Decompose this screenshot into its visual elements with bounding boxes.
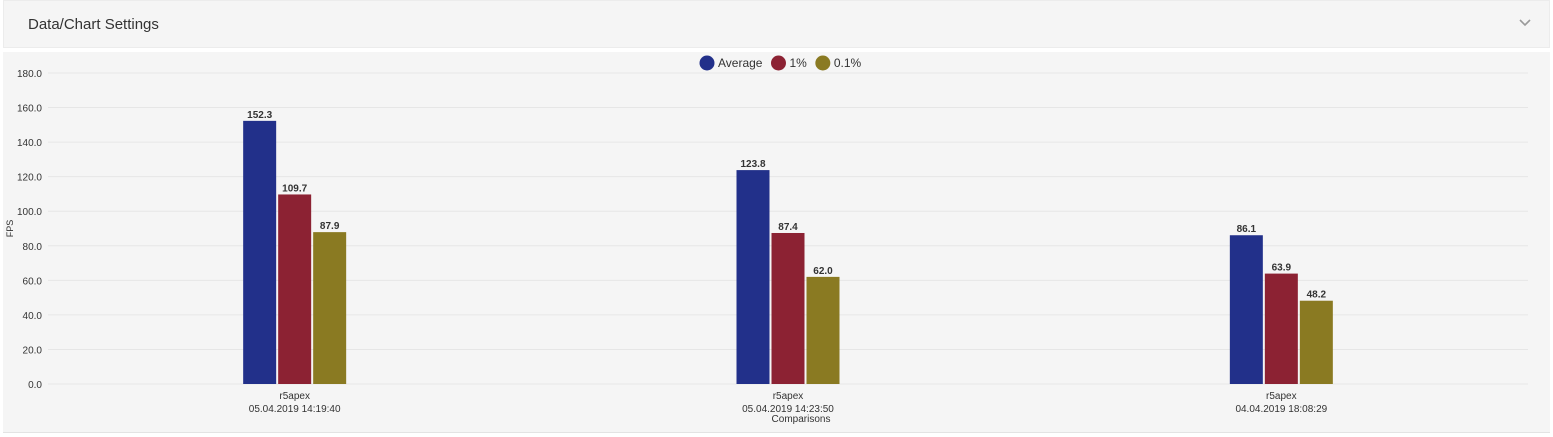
y-tick-label: 80.0 [23, 242, 43, 253]
x-tick-label: r5apex [279, 391, 310, 402]
chevron-down-icon[interactable] [1517, 15, 1533, 31]
y-tick-label: 160.0 [17, 104, 42, 115]
bar[interactable] [278, 194, 312, 384]
y-tick-label: 0.0 [28, 380, 42, 391]
y-tick-label: 140.0 [17, 138, 42, 149]
legend-label[interactable]: 0.1% [834, 56, 862, 70]
bar[interactable] [1299, 300, 1333, 384]
y-tick-label: 20.0 [23, 345, 43, 356]
data-label: 152.3 [247, 110, 272, 121]
bar[interactable] [806, 276, 840, 384]
y-tick-label: 40.0 [23, 311, 43, 322]
x-tick-label: r5apex [773, 391, 804, 402]
data-label: 86.1 [1237, 224, 1257, 235]
y-tick-label: 180.0 [17, 69, 42, 80]
fps-bar-chart: 0.0 20.0 40.0 60.0 80.0 100.0 120.0 140.0 160.0 1… [5, 55, 1528, 425]
x-axis-label: Comparisons [772, 414, 831, 425]
chart-panel: 0.0 20.0 40.0 60.0 80.0 100.0 120.0 140.0 160.0 1… [3, 52, 1550, 433]
y-tick-label: 120.0 [17, 173, 42, 184]
data-label: 87.9 [320, 221, 340, 232]
x-tick-date: 04.04.2019 18:08:29 [1235, 404, 1327, 415]
data-label: 62.0 [813, 266, 833, 277]
legend-swatch[interactable] [815, 55, 831, 71]
data-label: 123.8 [740, 159, 765, 170]
x-tick-date: 05.04.2019 14:19:40 [249, 404, 341, 415]
bar[interactable] [243, 120, 277, 385]
legend-label[interactable]: Average [718, 56, 763, 70]
legend-swatch[interactable] [770, 55, 786, 71]
legend-swatch[interactable] [699, 55, 715, 71]
settings-panel-header[interactable]: Data/Chart Settings [3, 0, 1550, 48]
data-label: 48.2 [1307, 290, 1327, 301]
settings-title: Data/Chart Settings [28, 16, 159, 33]
data-label: 109.7 [282, 183, 307, 194]
x-tick-date: 05.04.2019 14:23:50 [742, 404, 834, 415]
y-tick-label: 100.0 [17, 207, 42, 218]
bar[interactable] [1264, 273, 1298, 384]
bar[interactable] [771, 232, 805, 384]
y-tick-label: 60.0 [23, 276, 43, 287]
y-axis-label: FPS [5, 220, 15, 238]
bar[interactable] [313, 232, 347, 384]
data-label: 87.4 [778, 222, 798, 233]
legend-label[interactable]: 1% [789, 56, 807, 70]
data-label: 63.9 [1272, 263, 1292, 274]
bar[interactable] [736, 170, 770, 384]
x-tick-label: r5apex [1266, 391, 1297, 402]
bar[interactable] [1229, 235, 1263, 384]
